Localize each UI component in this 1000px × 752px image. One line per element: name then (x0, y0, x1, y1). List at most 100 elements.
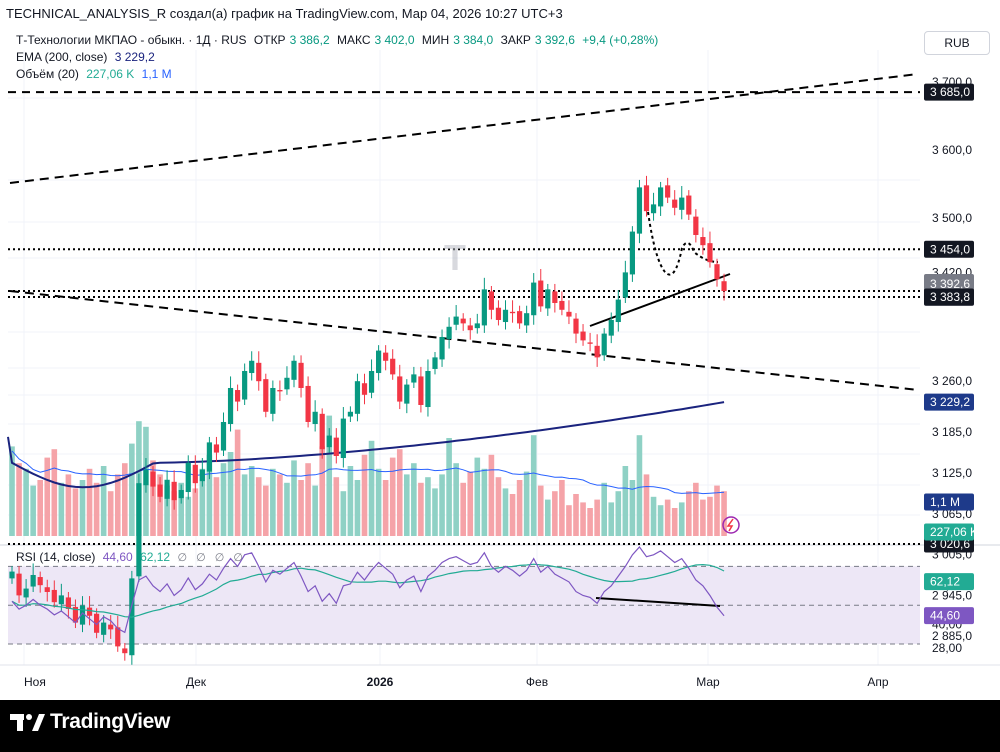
price-badge (924, 240, 974, 258)
price-chart[interactable]: 3 900,03 800,03 700,03 600,03 500,03 420… (0, 28, 1000, 700)
price-tick-label: 3 500,0 (932, 211, 972, 225)
volume-bar (93, 482, 100, 536)
volume-bar (460, 482, 466, 536)
ema-200-line (7, 401, 725, 489)
candle-body (502, 309, 509, 323)
projection-path (647, 211, 719, 276)
rsi-legend[interactable]: RSI (14, close) 44,60 62,12 ∅ ∅ ∅ ∅ (16, 550, 250, 564)
candle-body (411, 374, 417, 383)
candle-body (467, 325, 473, 331)
candle-body (643, 185, 650, 212)
volume-bar (270, 468, 276, 536)
volume-bar (298, 480, 304, 536)
price-badge (924, 288, 974, 306)
volume-bar (495, 477, 502, 536)
price-axis: 3 900,03 800,03 700,03 600,03 500,03 420… (932, 75, 972, 655)
price-badge (924, 493, 974, 511)
volume-bar (100, 466, 107, 536)
volume-bar (404, 474, 410, 536)
rsi-tick-label: 28,00 (932, 641, 962, 655)
candle-body (347, 411, 353, 417)
candle-body (439, 336, 445, 360)
volume-bar (354, 480, 361, 536)
volume-bar (157, 474, 163, 536)
candlesticks (9, 175, 727, 665)
horizontal-levels (8, 91, 920, 545)
volume-bar (721, 491, 727, 536)
candle-body (552, 291, 558, 303)
volume-bar (523, 471, 530, 536)
hidden-values-icon: ∅ ∅ ∅ ∅ (177, 552, 246, 564)
candle-body (206, 442, 212, 472)
candle-body (164, 479, 170, 499)
candle-body (488, 291, 494, 310)
candle-body (277, 390, 283, 392)
volume-bar (573, 494, 579, 536)
time-tick-label: Апр (867, 675, 889, 689)
volume-bar (686, 491, 692, 536)
rsi-ma-value: 62,12 (140, 550, 171, 564)
candle-body (157, 484, 163, 497)
candle-body (122, 648, 128, 654)
volume-bar (700, 499, 706, 536)
volume-bar (530, 435, 537, 536)
time-tick-label: Дек (186, 675, 207, 689)
candle-body (397, 376, 403, 402)
volume-bar (333, 477, 340, 536)
volume-bar (37, 480, 43, 536)
currency-button[interactable]: RUB (924, 31, 990, 55)
volume-bar (559, 480, 565, 536)
price-tick-label: 2 885,0 (932, 629, 972, 643)
candle-body (658, 187, 664, 207)
candle-body (44, 587, 50, 592)
volume-bar (361, 454, 368, 536)
volume-bar (340, 491, 347, 536)
volume-bar (368, 440, 375, 536)
open-label: ОТКР (253, 33, 286, 47)
volume-bar (664, 499, 671, 536)
candle-body (178, 489, 184, 499)
support-line (589, 273, 731, 327)
candle-body (418, 376, 424, 405)
upper-trend-line (9, 73, 919, 184)
chart-caption: TECHNICAL_ANALYSIS_R создал(а) график на… (6, 6, 563, 21)
candle-body (333, 437, 339, 456)
volume-bar (467, 471, 474, 536)
volume-bar (284, 482, 290, 536)
volume-bar (411, 463, 417, 536)
high-label: МАКС (336, 33, 371, 47)
volume-bar (16, 463, 22, 536)
volume-bar (199, 468, 206, 536)
brand-name: TradingView (50, 710, 171, 733)
candle-body (340, 418, 346, 459)
ema-legend[interactable]: EMA (200, close) 3 229,2 (16, 50, 159, 64)
candle-body (94, 613, 100, 633)
volume-legend[interactable]: Объём (20) 227,06 K 1,1 M (16, 67, 176, 81)
volume-bar (396, 449, 403, 536)
volume-bar (516, 480, 523, 536)
volume-bar (44, 457, 51, 536)
tradingview-logo[interactable]: TradingView (10, 710, 170, 734)
candle-body (185, 462, 191, 493)
candle-body (714, 264, 720, 280)
candle-body (354, 381, 361, 414)
volume-bar (234, 429, 241, 536)
candle-body (227, 387, 234, 425)
volume-bar (227, 452, 234, 536)
volume-bar (714, 485, 720, 536)
candle-body (101, 622, 107, 635)
volume-bar (671, 508, 678, 536)
price-badge-label: 1,1 M (930, 495, 960, 509)
rsi-polyline (11, 546, 725, 634)
candle-body (390, 358, 396, 375)
candle-body (580, 331, 586, 341)
high-value: 3 402,0 (374, 33, 415, 47)
rsi-panel-background (8, 565, 920, 645)
volume-bar (446, 438, 452, 536)
candle-body (650, 204, 657, 214)
close-value: 3 392,6 (534, 33, 575, 47)
volume-bar (481, 468, 488, 536)
candle-body (326, 435, 332, 448)
candle-body (608, 319, 614, 336)
candle-body (51, 589, 57, 603)
